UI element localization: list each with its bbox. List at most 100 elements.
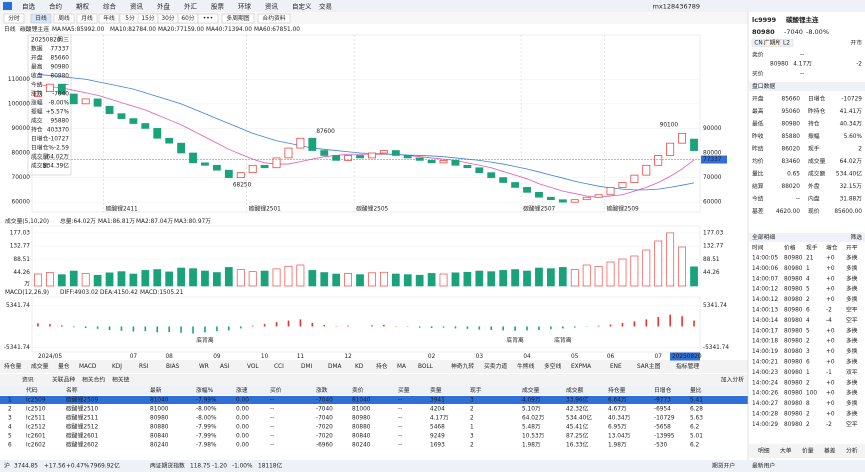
table-cell[interactable]: 1.98万	[608, 442, 627, 449]
indicator-tab[interactable]: BOLL	[418, 364, 434, 370]
add-button[interactable]: 加入分析	[721, 376, 744, 384]
table-cell[interactable]: lc2601	[26, 434, 46, 440]
indicator-tab[interactable]: RSI	[139, 364, 149, 370]
table-cell[interactable]: 80980	[352, 416, 371, 422]
table-cell[interactable]: 5.63	[690, 416, 703, 422]
table-cell[interactable]: 64.02万	[522, 415, 545, 422]
table-cell[interactable]: 80840	[352, 434, 371, 440]
bottom-tab[interactable]: 相关合约	[82, 376, 105, 384]
indicator-tab[interactable]: 指标管理	[676, 362, 699, 370]
table-cell[interactable]: 5.48万	[522, 424, 541, 431]
status-link[interactable]: 期货开户	[712, 462, 735, 470]
indicator-tab[interactable]: 持仓	[376, 362, 388, 370]
table-cell[interactable]: 0.00	[236, 398, 249, 404]
table-cell[interactable]: 0.00	[236, 407, 249, 413]
table-cell[interactable]: 42.32亿	[566, 405, 589, 413]
status-link[interactable]: 最新用户	[752, 462, 775, 470]
table-cell[interactable]: 3	[470, 434, 474, 440]
table-cell[interactable]: 5.41	[690, 398, 703, 404]
table-cell[interactable]: 6.64万	[608, 397, 627, 404]
menu-item[interactable]: 外汇	[184, 2, 198, 11]
menu-item[interactable]: 合约	[49, 2, 62, 11]
table-cell[interactable]: 0.00	[236, 443, 249, 449]
table-cell[interactable]: 5468	[430, 425, 445, 431]
table-cell[interactable]: 4.17万	[430, 415, 449, 422]
table-cell[interactable]: 4	[8, 425, 12, 431]
table-cell[interactable]: 3	[8, 416, 12, 422]
table-cell[interactable]: -7.98%	[196, 443, 217, 449]
indicator-tab[interactable]: 量仓	[58, 362, 70, 370]
indicator-tab[interactable]: KD	[355, 364, 364, 370]
toolbar-label[interactable]: 60分	[181, 14, 194, 22]
table-cell[interactable]: --	[398, 434, 402, 440]
table-cell[interactable]: -9773	[654, 398, 671, 404]
table-cell[interactable]: -7040	[316, 407, 333, 413]
table-cell[interactable]: 1693	[430, 443, 445, 449]
table-cell[interactable]: 33.96亿	[566, 396, 589, 404]
table-cell[interactable]: lc2512	[26, 425, 46, 431]
table-cell[interactable]: lc2509	[26, 398, 46, 404]
table-cell[interactable]: 80240	[150, 443, 169, 449]
table-cell[interactable]: 80840	[150, 434, 169, 440]
toolbar-button[interactable]	[76, 13, 98, 24]
table-cell[interactable]: 81040	[150, 398, 169, 404]
toolbar-label[interactable]: 30分	[161, 14, 174, 22]
table-cell[interactable]: -7040	[316, 416, 333, 422]
table-cell[interactable]: 2	[8, 407, 12, 413]
table-cell[interactable]: -8.00%	[196, 416, 217, 422]
toolbar-label[interactable]: 月线	[81, 14, 93, 22]
toolbar-label[interactable]: 合约资料	[262, 14, 285, 22]
table-cell[interactable]: --	[270, 434, 274, 440]
indicator-tab[interactable]: ENE	[610, 364, 622, 370]
table-cell[interactable]: 80880	[352, 425, 371, 431]
menu-item[interactable]: 自定义	[292, 2, 312, 11]
toolbar-label[interactable]: 15分	[141, 14, 154, 22]
table-cell[interactable]: --	[398, 425, 402, 431]
table-cell[interactable]: -530	[654, 443, 667, 449]
menu-item[interactable]: 环球	[238, 2, 252, 11]
toolbar-label[interactable]: •••	[203, 16, 213, 22]
right-tab[interactable]: 大单	[780, 447, 792, 455]
indicator-tab[interactable]: DMA	[328, 364, 341, 370]
table-cell[interactable]: --	[398, 416, 402, 422]
table-cell[interactable]: --	[270, 398, 274, 404]
table-cell[interactable]: -7.99%	[196, 398, 217, 404]
table-cell[interactable]: 87.25亿	[566, 432, 589, 440]
right-tab[interactable]: 分析	[846, 447, 858, 455]
table-cell[interactable]: 碳酸锂2509	[66, 396, 98, 404]
table-cell[interactable]: 4204	[430, 407, 445, 413]
table-cell[interactable]: -7020	[316, 425, 333, 431]
table-cell[interactable]: 6.28	[690, 407, 703, 413]
table-cell[interactable]: 碳酸锂2512	[66, 423, 98, 431]
menu-item[interactable]: 资讯	[265, 2, 279, 11]
table-cell[interactable]: 80980	[150, 416, 169, 422]
menu-item[interactable]: 交易	[319, 2, 332, 11]
indicator-tab[interactable]: CCI	[274, 364, 284, 370]
indicator-tab[interactable]: 牛熊线	[517, 362, 535, 370]
toolbar-button[interactable]	[221, 13, 255, 24]
table-cell[interactable]: 碳酸锂2601	[66, 432, 98, 440]
table-cell[interactable]: --	[270, 416, 274, 422]
table-cell[interactable]: 80880	[150, 425, 169, 431]
toolbar-label[interactable]: 分时	[8, 14, 20, 22]
table-cell[interactable]: 13.04万	[608, 433, 631, 440]
table-cell[interactable]: 81000	[150, 407, 169, 413]
toolbar-button[interactable]	[3, 13, 25, 24]
table-cell[interactable]: 6.95万	[608, 424, 627, 431]
toolbar-label[interactable]: 周线	[58, 14, 70, 22]
indicator-tab[interactable]: KDJ	[112, 364, 122, 370]
table-cell[interactable]: 6.2	[690, 443, 700, 449]
right-tab[interactable]: 价量	[802, 448, 814, 455]
table-cell[interactable]: --	[398, 407, 402, 413]
table-cell[interactable]: 81000	[352, 407, 371, 413]
table-cell[interactable]: -10729	[654, 416, 675, 422]
toolbar-label[interactable]: 5分	[125, 14, 135, 22]
table-cell[interactable]: 16.33亿	[566, 441, 589, 449]
table-cell[interactable]: 80240	[352, 443, 371, 449]
table-cell[interactable]: 45.41亿	[566, 423, 589, 431]
indicator-tab[interactable]: 多空线	[544, 362, 562, 370]
toolbar-button[interactable]	[30, 13, 52, 24]
table-cell[interactable]: 碳酸锂2511	[66, 414, 98, 422]
table-cell[interactable]: 3	[470, 398, 474, 404]
table-cell[interactable]: 1	[8, 398, 12, 404]
